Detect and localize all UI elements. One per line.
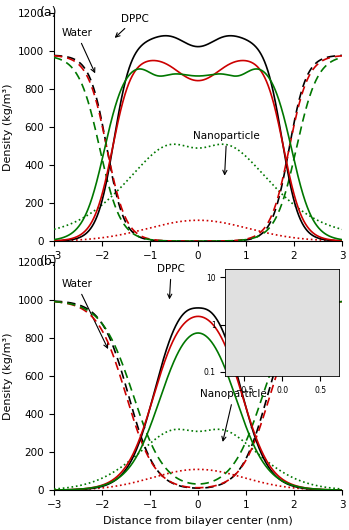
Text: DPPC: DPPC [116, 14, 149, 37]
Text: (b): (b) [40, 255, 57, 268]
Text: Water: Water [61, 28, 95, 72]
Text: Nanoparticle: Nanoparticle [200, 389, 267, 441]
Text: Water: Water [61, 279, 107, 348]
Y-axis label: Density (kg/m³): Density (kg/m³) [2, 83, 13, 171]
X-axis label: Distance from bilayer center (nm): Distance from bilayer center (nm) [103, 516, 293, 526]
Text: (a): (a) [40, 6, 57, 19]
X-axis label: Distance from bilayer center (nm): Distance from bilayer center (nm) [103, 267, 293, 277]
Text: DPPC: DPPC [157, 264, 185, 298]
Y-axis label: Density (kg/m³): Density (kg/m³) [2, 332, 13, 420]
Text: Nanoparticle: Nanoparticle [193, 130, 260, 174]
